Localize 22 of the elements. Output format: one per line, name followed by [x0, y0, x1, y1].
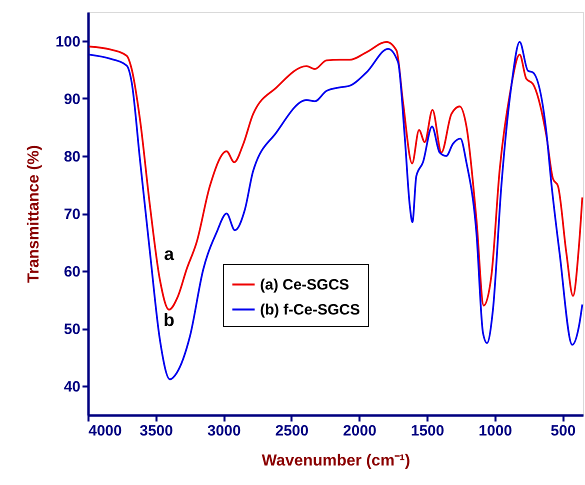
- x-tick-label: 4000: [88, 422, 122, 440]
- x-tick-label: 1500: [410, 422, 444, 440]
- line-series: [88, 41, 584, 380]
- y-axis-title: Transmittance (%): [25, 145, 42, 283]
- y-tick-label: 60: [64, 264, 80, 281]
- x-tick-label: 1000: [478, 422, 512, 440]
- x-tick-label: 3500: [140, 422, 173, 440]
- y-tick-label: 40: [64, 378, 80, 396]
- legend-label: (a) Ce-SGCS: [260, 276, 350, 294]
- y-tick-label: 50: [64, 321, 80, 338]
- y-tick-label: 80: [64, 148, 80, 166]
- annotation: a: [164, 244, 175, 264]
- annotation: b: [164, 310, 174, 330]
- x-tick-label: 500: [550, 422, 576, 440]
- x-tick-label: 2500: [275, 422, 309, 440]
- x-tick-label: 3000: [207, 422, 241, 440]
- y-tick-label: 100: [55, 33, 80, 50]
- y-tick-label: 70: [64, 206, 80, 223]
- x-tick-label: 2000: [343, 422, 376, 440]
- x-axis-title: Wavenumber (cm⁻¹): [262, 452, 410, 470]
- legend-label: (b) f-Ce-SGCS: [260, 302, 360, 318]
- y-tick-label: 90: [64, 90, 80, 108]
